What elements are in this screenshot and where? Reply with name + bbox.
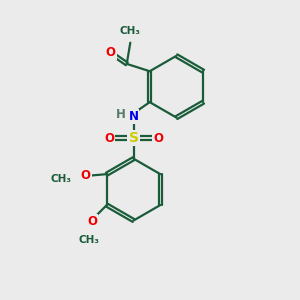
Text: N: N [128, 110, 139, 123]
Text: O: O [104, 132, 114, 145]
Text: O: O [81, 169, 91, 182]
Text: O: O [87, 215, 97, 228]
Text: H: H [116, 108, 126, 121]
Text: CH₃: CH₃ [78, 235, 99, 244]
Text: CH₃: CH₃ [50, 174, 71, 184]
Text: S: S [128, 131, 139, 145]
Text: O: O [106, 46, 116, 59]
Text: CH₃: CH₃ [120, 26, 141, 36]
Text: O: O [153, 132, 163, 145]
